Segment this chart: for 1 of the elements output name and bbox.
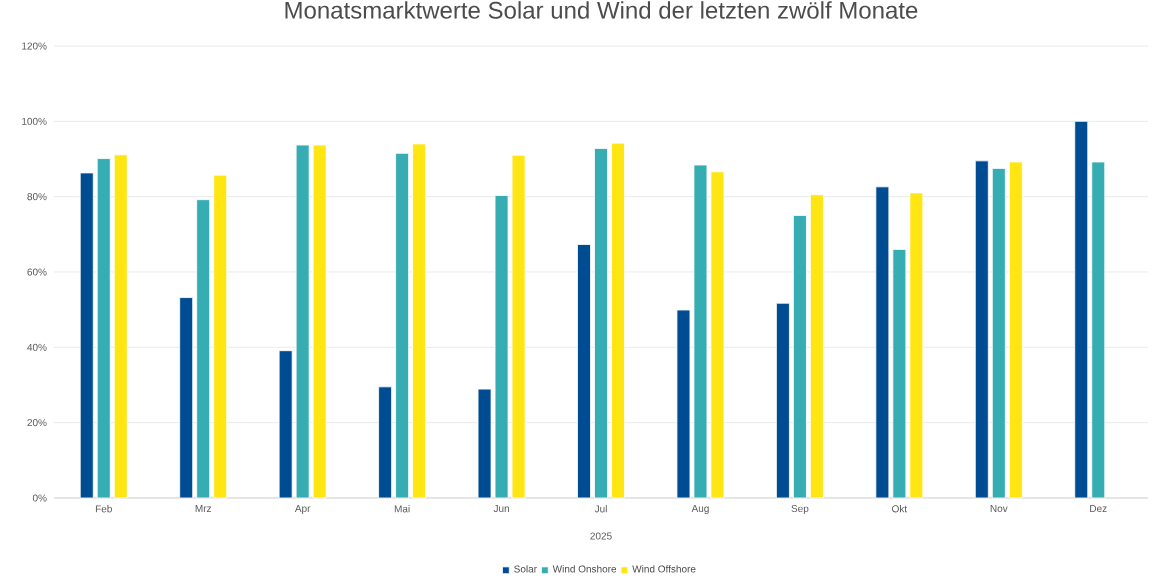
chart-title: Monatsmarktwerte Solar und Wind der letzten zwölf Monate <box>285 1 918 19</box>
